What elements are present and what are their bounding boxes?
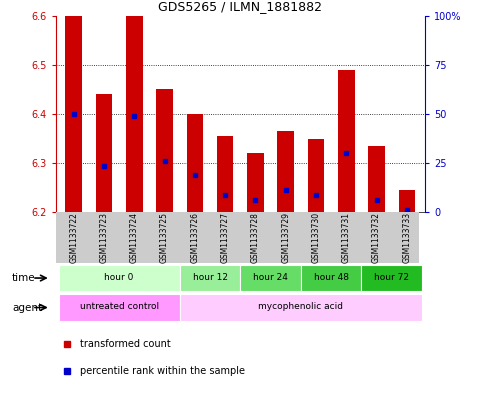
Text: GSM1133728: GSM1133728 <box>251 212 260 263</box>
Bar <box>308 139 325 212</box>
Text: time: time <box>12 273 36 283</box>
Bar <box>241 265 301 291</box>
Bar <box>368 146 385 212</box>
Text: GSM1133730: GSM1133730 <box>312 212 321 263</box>
Bar <box>186 114 203 212</box>
Text: GSM1133733: GSM1133733 <box>402 212 412 263</box>
Bar <box>58 294 180 321</box>
Bar <box>247 153 264 212</box>
Bar <box>126 16 142 212</box>
Bar <box>301 265 361 291</box>
Title: GDS5265 / ILMN_1881882: GDS5265 / ILMN_1881882 <box>158 0 322 13</box>
Bar <box>180 265 241 291</box>
Text: GSM1133732: GSM1133732 <box>372 212 381 263</box>
Text: GSM1133722: GSM1133722 <box>69 212 78 263</box>
Text: mycophenolic acid: mycophenolic acid <box>258 303 343 311</box>
Text: agent: agent <box>12 303 42 312</box>
Text: GSM1133731: GSM1133731 <box>342 212 351 263</box>
Text: hour 0: hour 0 <box>104 273 134 282</box>
Text: GSM1133724: GSM1133724 <box>130 212 139 263</box>
Bar <box>96 94 113 212</box>
Text: GSM1133727: GSM1133727 <box>221 212 229 263</box>
Text: untreated control: untreated control <box>80 303 159 311</box>
Text: hour 24: hour 24 <box>253 273 288 282</box>
Bar <box>180 294 422 321</box>
Bar <box>361 265 422 291</box>
Text: GSM1133725: GSM1133725 <box>160 212 169 263</box>
Bar <box>217 136 233 212</box>
Text: percentile rank within the sample: percentile rank within the sample <box>80 366 244 376</box>
Text: GSM1133723: GSM1133723 <box>99 212 109 263</box>
Bar <box>65 16 82 212</box>
Text: transformed count: transformed count <box>80 339 170 349</box>
Bar <box>277 131 294 212</box>
Bar <box>156 90 173 212</box>
Text: GSM1133729: GSM1133729 <box>281 212 290 263</box>
Text: hour 48: hour 48 <box>313 273 349 282</box>
Text: hour 12: hour 12 <box>193 273 227 282</box>
Bar <box>338 70 355 212</box>
Text: hour 72: hour 72 <box>374 273 409 282</box>
Text: GSM1133726: GSM1133726 <box>190 212 199 263</box>
Bar <box>58 265 180 291</box>
Bar <box>398 190 415 212</box>
